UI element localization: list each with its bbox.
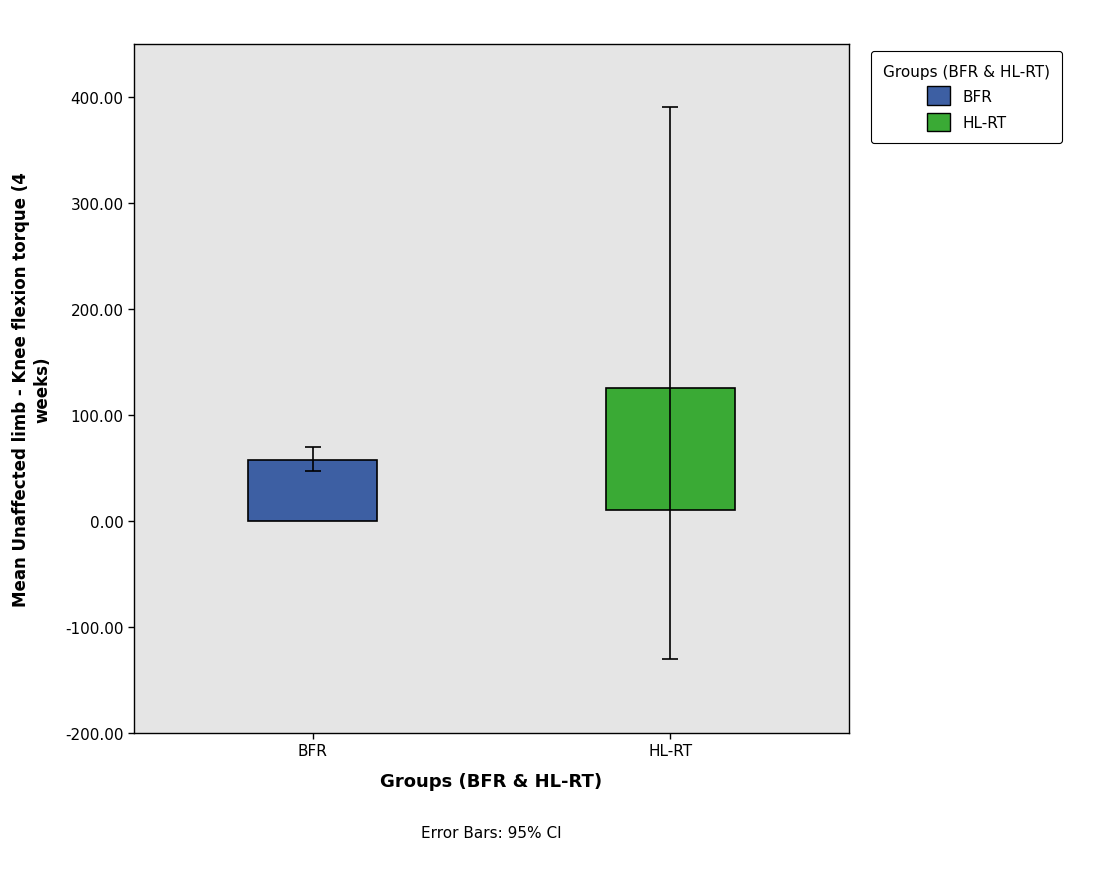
- X-axis label: Groups (BFR & HL-RT): Groups (BFR & HL-RT): [381, 772, 602, 790]
- Text: Error Bars: 95% CI: Error Bars: 95% CI: [421, 825, 562, 840]
- Bar: [605, 389, 735, 510]
- Legend: BFR, HL-RT: BFR, HL-RT: [871, 53, 1062, 144]
- Y-axis label: Mean Unaffected limb - Knee flexion torque (4
weeks): Mean Unaffected limb - Knee flexion torq…: [12, 172, 51, 606]
- Bar: [248, 461, 378, 521]
